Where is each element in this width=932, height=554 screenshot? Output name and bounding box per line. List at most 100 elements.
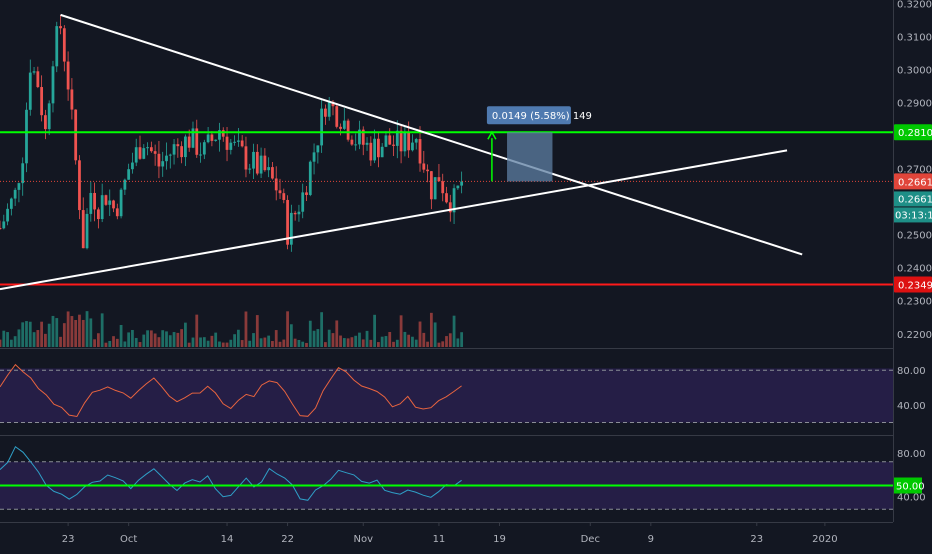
candle-body — [81, 210, 85, 249]
volume-bar — [445, 336, 448, 347]
candle-body — [252, 151, 255, 169]
volume-bar — [119, 324, 123, 347]
candle-body — [70, 89, 74, 110]
candle-body — [289, 212, 293, 245]
candle-body — [316, 145, 320, 153]
time-tick-label: 14 — [221, 534, 234, 545]
volume-bar — [346, 338, 350, 347]
volume-bar — [301, 341, 305, 347]
volume-bar — [210, 335, 214, 347]
volume-bar — [115, 338, 119, 347]
oscillator-1-line — [0, 363, 462, 418]
candle-body — [354, 144, 358, 146]
volume-bar — [320, 312, 324, 347]
candle-body — [93, 192, 96, 210]
volume-bar — [134, 337, 138, 347]
time-tick-label: Dec — [581, 534, 600, 545]
candle-body — [339, 126, 342, 129]
candle-body — [376, 138, 380, 158]
volume-bar — [44, 333, 47, 347]
volume-bar — [81, 319, 85, 347]
volume-bar — [225, 342, 229, 347]
candle-body — [411, 142, 414, 151]
volume-bar — [289, 324, 293, 347]
candle-body — [36, 71, 40, 88]
volume-bar — [259, 338, 263, 347]
volume-bar — [456, 338, 460, 347]
candle-body — [47, 103, 51, 130]
candle-body — [259, 155, 263, 174]
candle-body — [44, 115, 47, 130]
volume-bar — [187, 342, 191, 347]
volume-bar — [316, 329, 320, 347]
last-price-badge — [894, 191, 932, 207]
time-tick-label: Nov — [353, 534, 373, 545]
volume-bar — [165, 331, 168, 347]
candle-body — [437, 177, 441, 182]
candle-body — [191, 128, 195, 148]
candle-body — [369, 142, 373, 161]
candle-body — [104, 195, 108, 205]
candle-body — [392, 144, 395, 146]
level-badge — [894, 173, 932, 190]
time-tick-label: 9 — [648, 534, 654, 545]
candle-body — [25, 109, 28, 164]
candle-body — [168, 154, 172, 156]
oscillator-2-line — [0, 445, 462, 501]
candle-body — [331, 101, 335, 107]
candle-body — [441, 181, 445, 194]
candle-body — [346, 120, 350, 140]
last-price-label: 0.2661 — [898, 194, 932, 205]
price-tick-label: 0.2700 — [897, 165, 932, 176]
volume-bar — [361, 339, 365, 347]
candle-body — [74, 109, 78, 161]
volume-bar — [358, 332, 361, 347]
volume-bar — [157, 337, 161, 347]
volume-bar — [131, 329, 134, 347]
volume-bar — [191, 337, 195, 347]
volume-bar — [339, 335, 342, 347]
candle-body — [89, 192, 93, 214]
volume-bar — [47, 323, 51, 347]
candle-body — [59, 26, 62, 29]
candle-body — [286, 199, 289, 245]
price-tick-label: 0.2300 — [897, 297, 932, 308]
candle-body — [429, 171, 433, 200]
candle-body — [142, 148, 146, 159]
volume-bar — [392, 341, 395, 347]
volume-bar — [248, 340, 252, 347]
level-badge — [894, 276, 932, 293]
volume-bar — [138, 342, 142, 347]
candle-body — [324, 108, 327, 117]
volume-bar — [376, 342, 380, 347]
candle-body — [403, 132, 407, 152]
volume-bar — [93, 339, 96, 347]
time-tick-label: 11 — [433, 534, 446, 545]
volume-bar — [255, 315, 259, 347]
time-tick-label: 22 — [281, 534, 294, 545]
candle-body — [17, 183, 21, 190]
volume-bar — [414, 339, 418, 347]
volume-bar — [297, 339, 301, 347]
candle-body — [202, 142, 206, 155]
volume-bar — [108, 340, 112, 347]
volume-bar — [74, 319, 78, 347]
time-tick-label: 2020 — [812, 534, 837, 545]
time-tick-label: 23 — [750, 534, 763, 545]
volume-bar — [399, 315, 403, 347]
volume-bar — [429, 312, 433, 347]
candle-body — [112, 200, 115, 209]
candle-body — [146, 147, 149, 149]
candles — [0, 15, 464, 252]
volume-bar — [184, 322, 187, 347]
candle-body — [418, 139, 422, 164]
volume-bar — [418, 321, 422, 347]
candle-body — [32, 71, 36, 73]
candle-body — [255, 151, 259, 174]
volume-bar — [9, 339, 13, 347]
countdown-label: 03:13:15 — [895, 210, 932, 221]
volume-bar — [441, 341, 445, 347]
candle-body — [225, 136, 229, 150]
volume-bar — [229, 339, 233, 347]
